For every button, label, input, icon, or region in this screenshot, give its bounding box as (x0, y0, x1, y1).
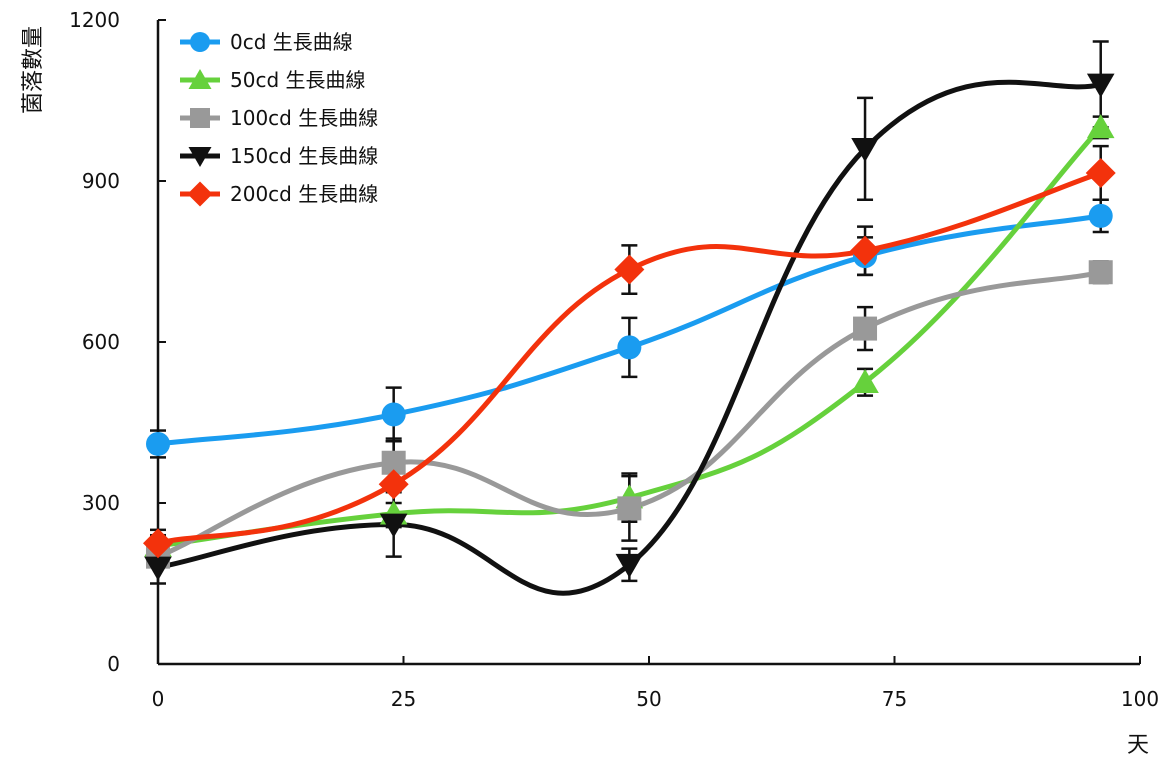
data-point (1088, 203, 1113, 228)
y-tick-label: 0 (107, 652, 120, 676)
data-point (851, 369, 879, 394)
legend-label: 0cd 生長曲線 (230, 30, 353, 54)
x-tick-label: 100 (1121, 687, 1159, 711)
data-point (379, 513, 408, 538)
legend-item: 0cd 生長曲線 (180, 30, 353, 54)
data-point (853, 316, 878, 341)
x-tick-label: 75 (882, 687, 907, 711)
legend-marker (188, 69, 212, 89)
y-ticks: 0 300 600 900 1200 (69, 8, 166, 676)
legend-marker (190, 32, 210, 52)
legend-marker (187, 181, 213, 207)
data-point (617, 496, 642, 521)
y-tick-label: 1200 (69, 8, 120, 32)
data-point (614, 254, 645, 285)
axes: 0 25 50 75 100 0 300 600 900 1200 天 菌落數量 (21, 8, 1159, 758)
data-point (850, 235, 881, 266)
data-point (617, 335, 642, 360)
data-point (615, 553, 644, 578)
legend-marker (190, 108, 210, 128)
data-point (144, 556, 172, 581)
legend-item: 50cd 生長曲線 (180, 68, 366, 92)
y-tick-label: 900 (82, 169, 120, 193)
x-tick-label: 0 (152, 687, 165, 711)
legend-item: 100cd 生長曲線 (180, 106, 378, 130)
series-line (155, 124, 1104, 549)
series-line (155, 79, 1104, 596)
data-point (1088, 260, 1113, 285)
legend-marker (188, 147, 212, 167)
x-tick-label: 25 (391, 687, 416, 711)
data-point (381, 402, 406, 427)
legend-label: 150cd 生長曲線 (230, 144, 378, 168)
x-axis-title: 天 (1127, 733, 1149, 758)
markers (143, 73, 1116, 581)
data-point (146, 431, 170, 456)
data-point (1086, 73, 1115, 98)
legend-label: 200cd 生長曲線 (230, 182, 378, 206)
data-point (851, 138, 879, 162)
legend-item: 150cd 生長曲線 (180, 144, 378, 168)
data-point (1085, 157, 1116, 188)
legend: 0cd 生長曲線 50cd 生長曲線 100cd 生長曲線 150cd 生長曲線 200… (180, 30, 378, 207)
data-point (143, 528, 173, 559)
data-point (378, 469, 409, 500)
data-point (1086, 114, 1115, 139)
x-tick-label: 50 (636, 687, 661, 711)
y-axis-title: 菌落數量 (21, 26, 46, 114)
legend-item: 200cd 生長曲線 (180, 181, 378, 207)
x-ticks: 0 25 50 75 100 (152, 656, 1159, 711)
y-tick-label: 600 (82, 330, 120, 354)
legend-label: 50cd 生長曲線 (230, 68, 366, 92)
legend-label: 100cd 生長曲線 (230, 106, 378, 130)
y-tick-label: 300 (82, 491, 120, 515)
